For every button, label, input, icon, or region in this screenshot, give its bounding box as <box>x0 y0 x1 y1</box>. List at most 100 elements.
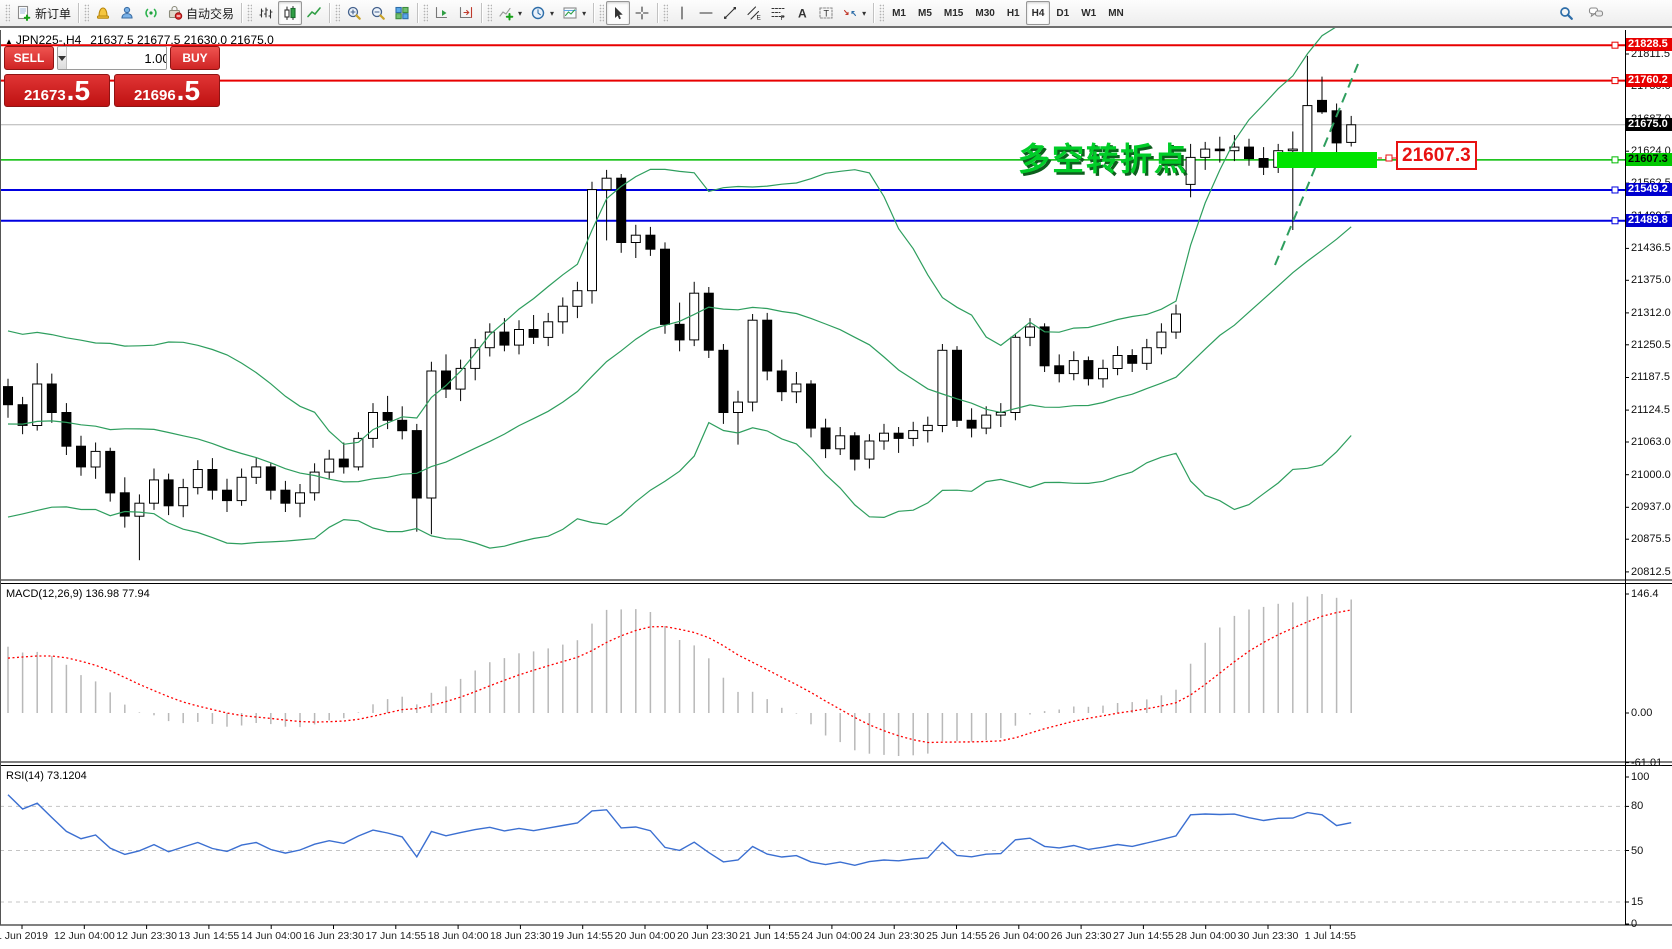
bar-chart-button[interactable] <box>254 1 278 25</box>
indicators-button[interactable]: ▾ <box>494 1 526 25</box>
tf-m1-button-label: M1 <box>892 7 906 19</box>
tf-mn-button-label: MN <box>1108 7 1124 19</box>
signals-icon <box>143 5 159 21</box>
tf-m15-button[interactable]: M15 <box>938 1 969 25</box>
trendline-button[interactable] <box>718 1 742 25</box>
time-axis-label: 1 Jul 14:55 <box>1304 930 1356 942</box>
rsi-axis-tick: 0 <box>1631 918 1638 930</box>
new-order-button[interactable]: 新订单 <box>12 1 75 25</box>
time-axis-label: 24 Jun 23:30 <box>863 930 925 942</box>
tf-h4-button-label: H4 <box>1031 7 1045 19</box>
tf-d1-button[interactable]: D1 <box>1050 1 1075 25</box>
vline-button[interactable] <box>670 1 694 25</box>
toolbar-grip <box>487 4 493 22</box>
line-chart-button[interactable] <box>302 1 326 25</box>
cursor-button[interactable] <box>606 1 631 25</box>
zoom-out-icon <box>370 5 386 21</box>
market-button[interactable] <box>91 1 115 25</box>
svg-text:E: E <box>757 15 762 22</box>
label-t-icon: T <box>818 5 834 21</box>
sell-button[interactable]: SELL <box>4 46 54 70</box>
tf-m1-button[interactable]: M1 <box>886 1 912 25</box>
text-button[interactable]: A <box>790 1 814 25</box>
price-axis-tick: 20937.0 <box>1631 501 1671 514</box>
toolbar-grip <box>599 4 605 22</box>
indicators-icon <box>498 5 514 21</box>
tf-h1-button-label: H1 <box>1006 7 1020 19</box>
auto-scroll-button[interactable] <box>430 1 454 25</box>
channel-button[interactable]: E <box>742 1 766 25</box>
template-icon <box>562 5 578 21</box>
fibonacci-button[interactable]: F <box>766 1 790 25</box>
signals-button[interactable] <box>139 1 163 25</box>
autotrading-button-label: 自动交易 <box>186 6 235 21</box>
price-axis[interactable] <box>1625 30 1672 925</box>
candlestick-chart-button[interactable] <box>278 1 303 25</box>
macd-axis-tick: 146.4 <box>1631 588 1659 601</box>
rsi-axis-tick: 15 <box>1631 895 1644 908</box>
community-button[interactable] <box>115 1 139 25</box>
price-level-label: 21760.2 <box>1626 73 1672 87</box>
time-axis-label: 13 Jun 14:55 <box>178 930 240 942</box>
time-axis-label: 16 Jun 23:30 <box>303 930 364 942</box>
sell-price-display[interactable]: 21673 .5 <box>4 74 110 107</box>
chat-button[interactable] <box>1584 1 1608 25</box>
dropdown-caret-icon: ▾ <box>862 8 867 18</box>
tf-h1-button[interactable]: H1 <box>1001 1 1026 25</box>
toolbar-separator <box>241 3 244 23</box>
templates-button[interactable]: ▾ <box>558 1 590 25</box>
time-axis-label: 25 Jun 14:55 <box>926 930 987 942</box>
autotrading-button[interactable]: 自动交易 <box>163 1 238 25</box>
sell-price-fraction: .5 <box>66 75 91 106</box>
time-axis-label: 12 Jun 23:30 <box>116 930 177 942</box>
shapes-button[interactable]: ▾ <box>838 1 870 25</box>
time-axis-label: 24 Jun 04:00 <box>801 930 863 942</box>
price-level-label: 21675.0 <box>1626 117 1672 131</box>
price-axis-tick: 20812.5 <box>1631 565 1671 578</box>
time-axis-label: 18 Jun 23:30 <box>490 930 551 942</box>
tf-m5-button[interactable]: M5 <box>912 1 938 25</box>
volume-decrease-button[interactable] <box>58 47 67 69</box>
zoom-out-button[interactable] <box>366 1 390 25</box>
volume-input[interactable] <box>67 47 166 69</box>
label-button[interactable]: T <box>814 1 838 25</box>
search-button[interactable] <box>1554 1 1578 25</box>
shapes-icon <box>842 5 858 21</box>
macd-axis-tick: 0.00 <box>1631 707 1653 719</box>
text-a-icon: A <box>794 5 810 21</box>
toolbar-separator <box>329 3 332 23</box>
tf-m30-button[interactable]: M30 <box>969 1 1000 25</box>
svg-text:A: A <box>798 7 807 21</box>
time-axis-label: 30 Jun 23:30 <box>1237 930 1299 942</box>
macd-label: MACD(12,26,9) 136.98 77.94 <box>6 588 150 600</box>
toolbar-grip <box>84 4 90 22</box>
zoom-in-button[interactable] <box>342 1 366 25</box>
price-axis-tick: 21312.0 <box>1631 306 1671 319</box>
tf-mn-button[interactable]: MN <box>1102 1 1130 25</box>
hline-button[interactable] <box>694 1 718 25</box>
crosshair-button[interactable] <box>630 1 654 25</box>
trendline-icon <box>722 5 738 21</box>
time-axis[interactable] <box>0 925 1625 949</box>
autoscroll-icon <box>434 5 450 21</box>
buy-button[interactable]: BUY <box>170 46 220 70</box>
chart-shift-button[interactable] <box>454 1 478 25</box>
clock-icon <box>530 5 546 21</box>
time-axis-label: 17 Jun 14:55 <box>365 930 427 942</box>
tile-windows-button[interactable] <box>390 1 414 25</box>
price-level-label: 21828.5 <box>1626 38 1672 52</box>
collapse-arrow-icon[interactable]: ▲ <box>5 37 13 46</box>
time-axis-label: 20 Jun 23:30 <box>676 930 738 942</box>
time-axis-label: 26 Jun 04:00 <box>988 930 1050 942</box>
periods-button[interactable]: ▾ <box>526 1 558 25</box>
tf-w1-button[interactable]: W1 <box>1075 1 1102 25</box>
buy-price-display[interactable]: 21696 .5 <box>114 74 220 107</box>
tf-d1-button-label: D1 <box>1056 7 1070 19</box>
price-axis-tick: 21124.5 <box>1631 404 1670 417</box>
tf-h4-button[interactable]: H4 <box>1025 1 1051 25</box>
new-order-button-label: 新订单 <box>35 6 72 21</box>
tf-w1-button-label: W1 <box>1081 7 1097 19</box>
time-axis-label: 18 Jun 04:00 <box>427 930 489 942</box>
